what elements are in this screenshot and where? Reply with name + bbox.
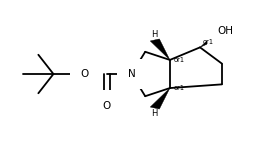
Text: N: N — [128, 69, 135, 79]
Text: H: H — [152, 109, 158, 118]
Text: O: O — [81, 69, 89, 79]
Text: or1: or1 — [173, 57, 184, 63]
Text: H: H — [152, 30, 158, 39]
Polygon shape — [200, 36, 219, 47]
Text: or1: or1 — [203, 39, 214, 45]
Text: OH: OH — [217, 26, 233, 36]
Polygon shape — [150, 88, 170, 109]
Polygon shape — [150, 39, 170, 60]
Text: O: O — [103, 101, 111, 111]
Text: or1: or1 — [173, 85, 184, 91]
